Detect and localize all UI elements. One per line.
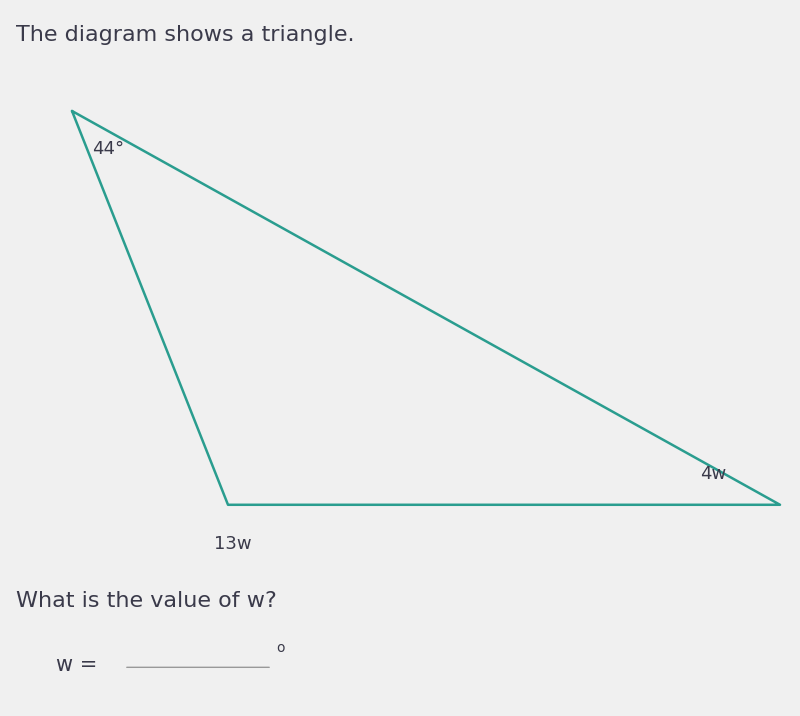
- Text: o: o: [276, 641, 285, 655]
- Text: 4w: 4w: [700, 465, 726, 483]
- Text: 44°: 44°: [92, 140, 124, 158]
- Text: What is the value of w?: What is the value of w?: [16, 591, 277, 611]
- Text: w =: w =: [56, 655, 98, 675]
- Text: The diagram shows a triangle.: The diagram shows a triangle.: [16, 25, 354, 45]
- Text: 13w: 13w: [214, 535, 252, 553]
